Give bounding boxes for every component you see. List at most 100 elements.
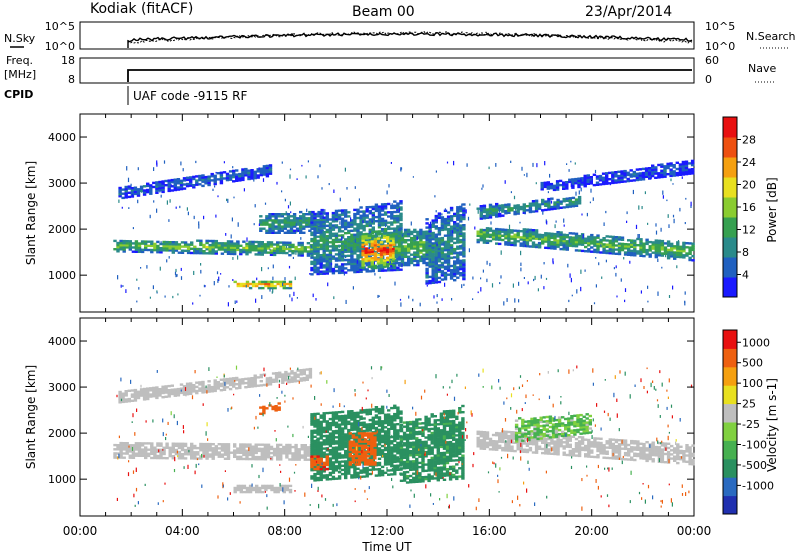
echo-cell [403,234,408,238]
echo-cell [313,223,317,226]
echo-cell [344,232,348,235]
echo-cell [140,442,145,445]
echo-cell [648,255,652,258]
echo-cell [315,246,320,249]
echo-cell [186,247,191,250]
noise-cell [193,215,195,220]
echo-cell [684,164,689,167]
echo-cell [248,251,252,254]
echo-cell [617,181,621,184]
echo-cell [222,177,227,180]
echo-cell [602,251,606,254]
echo-cell [459,245,463,248]
echo-cell [443,226,448,229]
echo-cell [269,245,274,248]
echo-cell [353,221,357,224]
echo-cell [334,429,339,433]
echo-cell [651,247,655,250]
echo-cell [280,213,284,216]
echo-cell [337,217,342,221]
echo-cell [344,215,348,218]
echo-cell [185,176,190,179]
echo-cell [161,182,165,185]
echo-cell [276,282,280,286]
echo-cell [531,200,536,203]
echo-cell [334,431,339,435]
echo-cell [593,455,597,459]
echo-cell [226,453,231,456]
echo-cell [559,235,563,238]
echo-cell [260,449,264,453]
echo-cell [299,377,303,380]
echo-cell [319,235,323,238]
echo-cell [337,415,342,418]
echo-cell [504,228,508,232]
echo-cell [617,238,622,241]
echo-cell [368,224,372,227]
echo-cell [337,267,342,270]
echo-cell [228,383,233,387]
noise-cell [444,208,446,211]
echo-cell [556,440,560,443]
echo-cell [361,258,365,261]
echo-cell [383,219,388,222]
echo-cell [501,438,505,441]
echo-cell [331,220,336,223]
echo-cell [268,164,273,167]
power-echo-region [425,203,466,285]
echo-cell [322,222,326,226]
echo-cell [547,234,551,237]
echo-cell [331,477,336,481]
echo-cell [331,211,336,215]
echo-cell [328,259,333,263]
echo-cell [488,229,493,232]
echo-cell [214,239,218,243]
echo-cell [300,446,304,449]
echo-cell [456,222,460,226]
echo-cell [498,214,502,218]
echo-cell [670,246,674,250]
echo-cell [547,232,551,235]
echo-cell [146,395,150,399]
echo-cell [605,440,609,443]
echo-cell [362,241,366,244]
echo-cell [434,268,438,272]
echo-cell [599,243,603,246]
noise-cell [256,277,258,281]
echo-cell [276,443,280,447]
echo-cell [485,235,490,238]
echo-cell [232,381,236,384]
echo-cell [633,241,637,245]
echo-cell [328,428,333,431]
echo-cell [645,242,649,246]
echo-cell [614,447,619,450]
noise-cell [180,267,182,271]
y-tick-label: 3000 [48,177,76,190]
echo-cell [353,246,357,249]
echo-cell [150,446,154,449]
echo-cell [462,228,466,231]
echo-cell [399,222,403,226]
echo-cell [356,239,360,242]
echo-cell [392,243,396,246]
echo-cell [428,240,432,243]
noise-cell [518,299,520,303]
echo-cell [374,207,379,210]
noise-cell [434,195,436,198]
noise-cell [568,299,570,303]
echo-cell [136,190,141,193]
echo-cell [504,234,508,238]
echo-cell [459,267,463,271]
noise-cell [526,172,528,178]
echo-cell [419,230,423,234]
noise-cell [503,301,505,306]
noise-cell [140,248,142,252]
noise-cell [563,224,565,227]
echo-cell [498,232,502,235]
echo-cell [297,250,301,253]
echo-cell [161,387,165,391]
echo-cell [660,252,665,255]
echo-cell [322,239,326,242]
echo-cell [688,258,692,262]
echo-cell [285,241,289,244]
